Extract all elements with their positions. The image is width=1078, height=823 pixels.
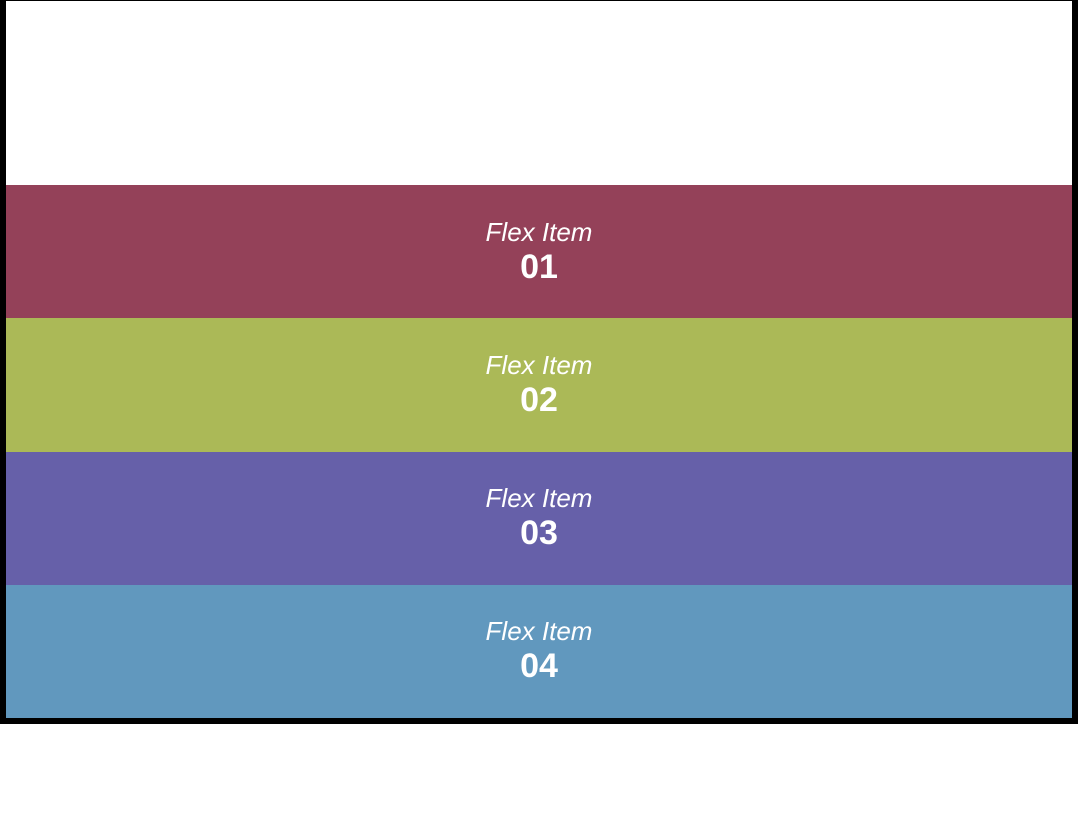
flex-item-04: Flex Item 04 [6, 584, 1072, 718]
flex-item-label: Flex Item [485, 349, 593, 380]
flex-item-label: Flex Item [485, 216, 593, 247]
flex-item-number: 03 [520, 514, 558, 553]
flex-container: Flex Item 01 Flex Item 02 Flex Item 03 F… [6, 185, 1072, 718]
flex-item-number: 01 [520, 247, 558, 286]
flex-item-01: Flex Item 01 [6, 185, 1072, 319]
flex-item-03: Flex Item 03 [6, 451, 1072, 585]
flex-item-label: Flex Item [485, 616, 593, 647]
flex-demo-frame: Flex Item 01 Flex Item 02 Flex Item 03 F… [0, 0, 1078, 724]
flex-item-number: 02 [520, 380, 558, 419]
flex-item-label: Flex Item [485, 483, 593, 514]
flex-item-02: Flex Item 02 [6, 318, 1072, 452]
flex-item-number: 04 [520, 647, 558, 686]
